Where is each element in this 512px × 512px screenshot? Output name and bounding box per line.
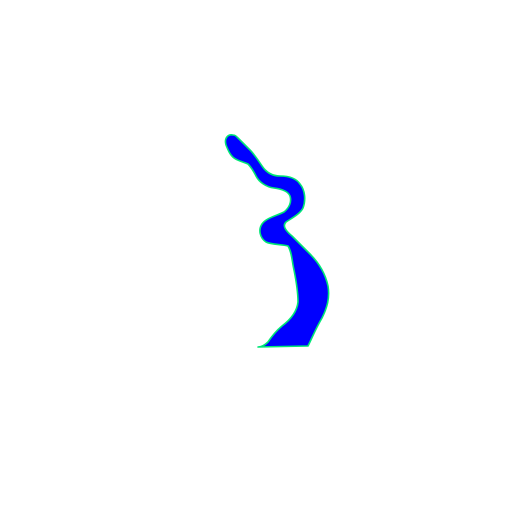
river-shape [224,134,330,348]
